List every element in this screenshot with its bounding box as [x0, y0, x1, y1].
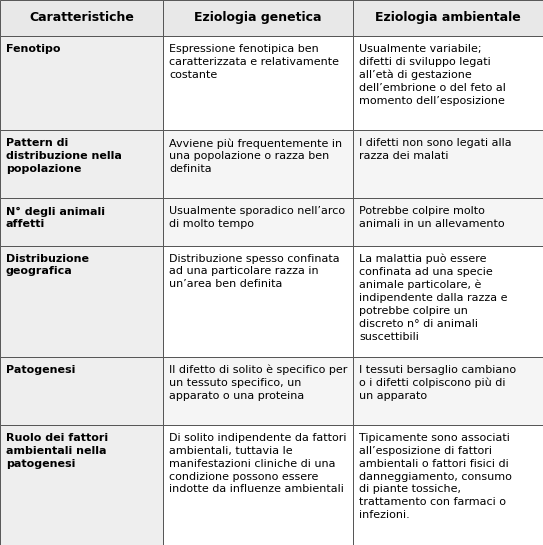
- Bar: [353, 130, 543, 198]
- Text: La malattia può essere
confinata ad una specie
animale particolare, è
indipenden: La malattia può essere confinata ad una …: [359, 253, 508, 342]
- Bar: [353, 36, 543, 130]
- Text: Avviene più frequentemente in
una popolazione o razza ben
definita: Avviene più frequentemente in una popola…: [169, 138, 342, 174]
- Bar: [353, 246, 543, 357]
- Bar: [163, 425, 353, 545]
- Text: Caratteristiche: Caratteristiche: [29, 11, 134, 25]
- Text: Potrebbe colpire molto
animali in un allevamento: Potrebbe colpire molto animali in un all…: [359, 207, 504, 229]
- Bar: [163, 198, 353, 246]
- Text: Eziologia genetica: Eziologia genetica: [194, 11, 322, 25]
- Bar: [0, 246, 163, 357]
- Text: I tessuti bersaglio cambiano
o i difetti colpiscono più di
un apparato: I tessuti bersaglio cambiano o i difetti…: [359, 365, 516, 401]
- Bar: [353, 357, 543, 425]
- Text: Pattern di
distribuzione nella
popolazione: Pattern di distribuzione nella popolazio…: [6, 138, 122, 174]
- Text: Eziologia ambientale: Eziologia ambientale: [375, 11, 521, 25]
- Bar: [163, 0, 353, 36]
- Text: Espressione fenotipica ben
caratterizzata e relativamente
costante: Espressione fenotipica ben caratterizzat…: [169, 44, 339, 80]
- Bar: [353, 198, 543, 246]
- Bar: [163, 36, 353, 130]
- Text: N° degli animali
affetti: N° degli animali affetti: [6, 207, 105, 229]
- Bar: [353, 0, 543, 36]
- Bar: [0, 357, 163, 425]
- Text: Usualmente sporadico nell’arco
di molto tempo: Usualmente sporadico nell’arco di molto …: [169, 207, 345, 229]
- Bar: [163, 130, 353, 198]
- Text: Distribuzione
geografica: Distribuzione geografica: [6, 253, 89, 276]
- Text: Distribuzione spesso confinata
ad una particolare razza in
un’area ben definita: Distribuzione spesso confinata ad una pa…: [169, 253, 339, 289]
- Text: Patogenesi: Patogenesi: [6, 365, 75, 375]
- Bar: [0, 198, 163, 246]
- Bar: [0, 36, 163, 130]
- Bar: [0, 425, 163, 545]
- Text: Il difetto di solito è specifico per
un tessuto specifico, un
apparato o una pro: Il difetto di solito è specifico per un …: [169, 365, 348, 401]
- Text: Ruolo dei fattori
ambientali nella
patogenesi: Ruolo dei fattori ambientali nella patog…: [6, 433, 108, 469]
- Text: Di solito indipendente da fattori
ambientali, tuttavia le
manifestazioni clinich: Di solito indipendente da fattori ambien…: [169, 433, 346, 494]
- Text: Tipicamente sono associati
all’esposizione di fattori
ambientali o fattori fisic: Tipicamente sono associati all’esposizio…: [359, 433, 512, 520]
- Bar: [353, 425, 543, 545]
- Bar: [0, 130, 163, 198]
- Bar: [163, 357, 353, 425]
- Text: Fenotipo: Fenotipo: [6, 44, 60, 54]
- Bar: [0, 0, 163, 36]
- Text: Usualmente variabile;
difetti di sviluppo legati
all’età di gestazione
dell’embr: Usualmente variabile; difetti di svilupp…: [359, 44, 506, 106]
- Text: I difetti non sono legati alla
razza dei malati: I difetti non sono legati alla razza dei…: [359, 138, 512, 161]
- Bar: [163, 246, 353, 357]
